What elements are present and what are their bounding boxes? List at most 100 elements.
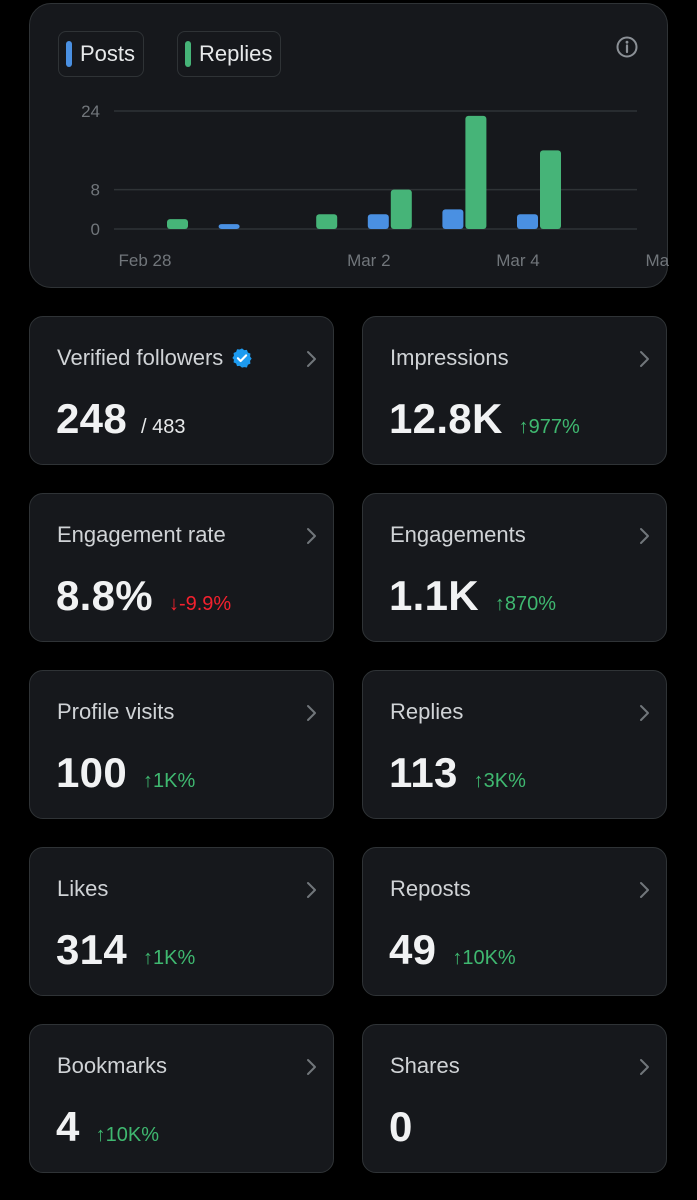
stat-title: Engagement rate <box>57 522 226 548</box>
posts-swatch <box>66 41 72 67</box>
stat-value-row: 1.1K ↑870% <box>389 572 556 620</box>
chevron-right-icon <box>640 705 649 721</box>
chevron-right-icon <box>307 528 316 544</box>
stat-value-row: 12.8K ↑977% <box>389 395 580 443</box>
bar-replies-2 <box>316 214 338 229</box>
chevron-right-icon <box>640 882 649 898</box>
stat-title-text: Engagement rate <box>57 522 226 547</box>
stat-value-row: 314 ↑1K% <box>56 926 195 974</box>
stat-value-row: 100 ↑1K% <box>56 749 195 797</box>
delta-arrow-up-icon: ↑ <box>452 947 463 969</box>
chevron-right-icon <box>307 351 316 367</box>
stat-value: 113 <box>389 749 458 796</box>
stat-delta: ↑1K% <box>143 947 195 970</box>
stat-card-impressions[interactable]: Impressions 12.8K ↑977% <box>362 316 667 465</box>
stat-title: Replies <box>390 699 463 725</box>
stat-delta-value: 870% <box>504 593 557 615</box>
stat-total: / 483 <box>140 416 186 438</box>
stat-value-row: 8.8% ↓-9.9% <box>56 572 231 620</box>
chevron-right-icon <box>307 705 316 721</box>
activity-chart: 0 8 24 Feb 28 Mar 2 Mar 4 Mar 6 <box>81 102 669 270</box>
stat-title-text: Profile visits <box>57 699 175 724</box>
stat-value-row: 248 / 483 <box>56 395 185 443</box>
stat-value-row: 4 ↑10K% <box>56 1103 159 1151</box>
stat-delta-value: -9.9% <box>178 593 232 615</box>
stat-delta: ↓-9.9% <box>169 593 231 616</box>
stat-card-likes[interactable]: Likes 314 ↑1K% <box>29 847 334 996</box>
chevron-right-icon <box>640 351 649 367</box>
x-tick-label: Feb 28 <box>119 251 172 270</box>
delta-arrow-down-icon: ↓ <box>168 593 179 615</box>
stat-card-verified-followers[interactable]: Verified followers 248 / 483 <box>29 316 334 465</box>
stat-card-bookmarks[interactable]: Bookmarks 4 ↑10K% <box>29 1024 334 1173</box>
y-tick-label: 0 <box>91 220 100 239</box>
x-tick-label: Mar 6 <box>645 251 669 270</box>
bar-posts-1 <box>218 224 240 229</box>
stat-title: Bookmarks <box>57 1053 167 1079</box>
stat-title: Verified followers <box>57 345 253 371</box>
stat-title: Profile visits <box>57 699 174 725</box>
chevron-right-icon <box>640 1059 649 1075</box>
legend-replies-button[interactable]: Replies <box>177 31 282 77</box>
stat-card-reposts[interactable]: Reposts 49 ↑10K% <box>362 847 667 996</box>
chevron-right-icon <box>307 882 316 898</box>
stat-title-text: Engagements <box>390 522 526 547</box>
stat-card-engagements[interactable]: Engagements 1.1K ↑870% <box>362 493 667 642</box>
bar-posts-3 <box>367 214 389 229</box>
stat-title: Shares <box>390 1053 460 1079</box>
x-tick-label: Mar 4 <box>496 251 539 270</box>
stat-value: 4 <box>56 1103 80 1150</box>
stat-title: Reposts <box>390 876 471 902</box>
stat-title-text: Shares <box>390 1053 460 1078</box>
stat-delta: ↑10K% <box>452 947 515 970</box>
stat-delta-value: 3K% <box>483 770 526 792</box>
bar-replies-4 <box>465 115 487 229</box>
delta-arrow-up-icon: ↑ <box>142 947 153 969</box>
delta-arrow-up-icon: ↑ <box>518 416 529 438</box>
stat-delta: ↑3K% <box>474 770 526 793</box>
bar-posts-4 <box>442 209 464 229</box>
stat-delta: ↑10K% <box>96 1124 159 1147</box>
bar-posts-5 <box>517 214 538 229</box>
stat-title-text: Replies <box>390 699 464 724</box>
stat-value: 12.8K <box>389 395 503 442</box>
stat-delta-value: 10K% <box>105 1124 160 1146</box>
stat-card-engagement-rate[interactable]: Engagement rate 8.8% ↓-9.9% <box>29 493 334 642</box>
chevron-right-icon <box>307 1059 316 1075</box>
stat-value: 49 <box>389 926 437 973</box>
stat-delta-value: 10K% <box>462 947 516 969</box>
delta-arrow-up-icon: ↑ <box>142 770 153 792</box>
bar-replies-5 <box>540 150 561 229</box>
delta-arrow-up-icon: ↑ <box>494 593 505 615</box>
stat-delta-value: 1K% <box>152 947 196 969</box>
legend-posts-label: Posts <box>80 41 136 66</box>
stat-value: 8.8% <box>56 572 153 619</box>
stat-card-shares[interactable]: Shares 0 <box>362 1024 667 1173</box>
bar-replies-3 <box>390 189 412 229</box>
delta-arrow-up-icon: ↑ <box>473 770 484 792</box>
legend-posts-button[interactable]: Posts <box>58 31 145 77</box>
stat-value: 248 <box>56 395 127 442</box>
stat-title-text: Reposts <box>390 876 471 901</box>
replies-swatch <box>185 41 191 67</box>
chevron-right-icon <box>640 528 649 544</box>
stat-title-text: Likes <box>57 876 109 901</box>
stat-title-text: Impressions <box>390 345 509 370</box>
stat-title: Impressions <box>390 345 509 371</box>
activity-chart-card: 0 8 24 Feb 28 Mar 2 Mar 4 Mar 6 Posts Replies <box>29 3 669 288</box>
stat-value-row: 113 ↑3K% <box>389 749 526 797</box>
legend-replies-label: Replies <box>199 41 273 66</box>
info-icon[interactable] <box>615 35 639 59</box>
verified-badge-icon <box>232 348 252 368</box>
stat-card-replies[interactable]: Replies 113 ↑3K% <box>362 670 667 819</box>
stat-title-text: Verified followers <box>57 345 224 370</box>
stat-value-row: 49 ↑10K% <box>389 926 516 974</box>
stat-delta: ↑870% <box>495 593 556 616</box>
stat-value: 1.1K <box>389 572 479 619</box>
stat-delta-value: 977% <box>528 416 580 438</box>
stat-card-profile-visits[interactable]: Profile visits 100 ↑1K% <box>29 670 334 819</box>
stat-delta-value: 1K% <box>152 770 196 792</box>
x-tick-label: Mar 2 <box>347 251 390 270</box>
stat-value: 314 <box>56 926 127 973</box>
stat-delta: ↑1K% <box>143 770 195 793</box>
